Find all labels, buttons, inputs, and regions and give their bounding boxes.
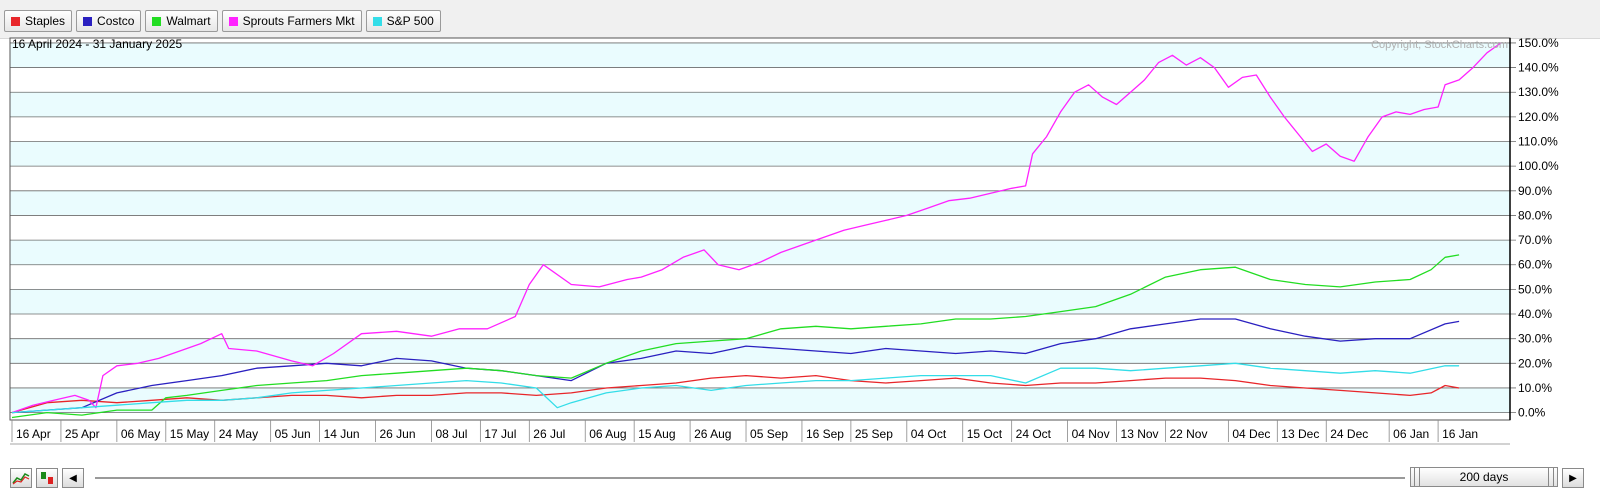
- y-tick-label: 10.0%: [1518, 381, 1552, 395]
- x-tick-label: 24 May: [219, 427, 258, 441]
- x-tick-label: 26 Aug: [694, 427, 731, 441]
- right-arrow-icon[interactable]: ▶: [1562, 468, 1584, 488]
- legend-swatch: [228, 16, 238, 26]
- legend-label: S&P 500: [386, 14, 434, 28]
- x-tick-label: 16 Sep: [806, 427, 844, 441]
- range-slider-track[interactable]: [95, 477, 1405, 479]
- grid-band: [10, 141, 1510, 167]
- grid-band: [10, 387, 1510, 413]
- y-tick-label: 70.0%: [1518, 233, 1552, 247]
- x-tick-label: 24 Dec: [1330, 427, 1368, 441]
- right-grip-icon[interactable]: [1548, 468, 1554, 486]
- y-tick-label: 90.0%: [1518, 184, 1552, 198]
- x-tick-label: 17 Jul: [484, 427, 516, 441]
- series-line-s-p-500: [11, 362, 1460, 414]
- series-line-walmart: [11, 254, 1460, 419]
- x-tick-label: 16 Apr: [16, 427, 51, 441]
- x-tick-label: 24 Oct: [1016, 427, 1052, 441]
- legend-item-staples[interactable]: Staples: [4, 10, 73, 32]
- legend-label: Sprouts Farmers Mkt: [242, 14, 355, 28]
- y-tick-label: 50.0%: [1518, 282, 1552, 296]
- y-tick-label: 140.0%: [1518, 61, 1559, 75]
- y-tick-label: 20.0%: [1518, 356, 1552, 370]
- legend-label: Walmart: [166, 14, 211, 28]
- y-tick-label: 80.0%: [1518, 208, 1552, 222]
- color-bars-icon[interactable]: [36, 468, 58, 488]
- x-tick-label: 25 Sep: [855, 427, 893, 441]
- grid-band: [10, 42, 1510, 68]
- legend-item-costco[interactable]: Costco: [76, 10, 142, 32]
- y-tick-label: 110.0%: [1518, 135, 1558, 149]
- legend-swatch: [372, 16, 382, 26]
- grid-band: [10, 240, 1510, 265]
- series-line-sprouts-farmers-mkt: [11, 42, 1502, 414]
- range-label: 200 days: [1459, 470, 1509, 484]
- grid-band: [10, 289, 1510, 315]
- x-tick-label: 13 Dec: [1281, 427, 1319, 441]
- legend-item-sprouts-farmers-mkt[interactable]: Sprouts Farmers Mkt: [221, 10, 362, 32]
- legend-item-walmart[interactable]: Walmart: [145, 10, 218, 32]
- x-tick-label: 04 Dec: [1232, 427, 1270, 441]
- x-tick-label: 26 Jun: [380, 427, 416, 441]
- x-tick-label: 13 Nov: [1121, 427, 1159, 441]
- grid-band: [10, 92, 1510, 117]
- chart-controls: ◀ 200 days ▶: [0, 462, 1600, 492]
- y-tick-label: 150.0%: [1518, 36, 1559, 50]
- x-tick-label: 25 Apr: [65, 427, 100, 441]
- x-tick-label: 05 Sep: [750, 427, 788, 441]
- grid-band: [10, 190, 1510, 216]
- x-tick-label: 15 Oct: [967, 427, 1003, 441]
- x-tick-label: 04 Oct: [911, 427, 947, 441]
- legend-swatch: [83, 16, 93, 26]
- legend-swatch: [11, 16, 20, 26]
- legend-label: Staples: [25, 14, 66, 28]
- x-tick-label: 26 Jul: [533, 427, 565, 441]
- y-tick-label: 60.0%: [1518, 258, 1552, 272]
- line-chart-icon[interactable]: [10, 468, 32, 488]
- legend-swatch: [152, 16, 162, 26]
- x-tick-label: 15 Aug: [638, 427, 675, 441]
- x-tick-label: 16 Jan: [1442, 427, 1478, 441]
- range-slider-window[interactable]: 200 days: [1410, 467, 1558, 487]
- x-tick-label: 05 Jun: [275, 427, 311, 441]
- y-tick-label: 40.0%: [1518, 307, 1552, 321]
- legend-item-s-p-500[interactable]: S&P 500: [365, 10, 441, 32]
- x-tick-label: 04 Nov: [1072, 427, 1110, 441]
- x-tick-label: 14 Jun: [324, 427, 360, 441]
- y-tick-label: 130.0%: [1518, 85, 1559, 99]
- y-tick-label: 0.0%: [1518, 406, 1546, 420]
- copyright-notice: Copyright, StockCharts.com: [1371, 39, 1508, 51]
- left-grip-icon[interactable]: [1414, 468, 1420, 486]
- x-tick-label: 06 Jan: [1393, 427, 1429, 441]
- left-arrow-icon[interactable]: ◀: [62, 468, 84, 488]
- price-performance-chart: 0.0% 10.0% 20.0% 30.0% 40.0% 50.0% 60.0% 70.0% 8…: [9, 36, 1559, 445]
- date-range: 16 April 2024 - 31 January 2025: [12, 37, 182, 51]
- series-line-costco: [11, 318, 1460, 414]
- y-tick-label: 100.0%: [1518, 159, 1559, 173]
- y-tick-label: 120.0%: [1518, 110, 1559, 124]
- x-tick-label: 08 Jul: [435, 427, 467, 441]
- x-tick-label: 06 Aug: [589, 427, 626, 441]
- grid-band: [10, 338, 1510, 364]
- x-tick-label: 22 Nov: [1169, 427, 1207, 441]
- y-tick-label: 30.0%: [1518, 332, 1552, 346]
- legend-label: Costco: [97, 14, 135, 28]
- x-tick-label: 15 May: [170, 427, 209, 441]
- legend: Staples Costco Walmart Sprouts Farmers Mkt S…: [4, 10, 441, 32]
- x-tick-label: 06 May: [121, 427, 160, 441]
